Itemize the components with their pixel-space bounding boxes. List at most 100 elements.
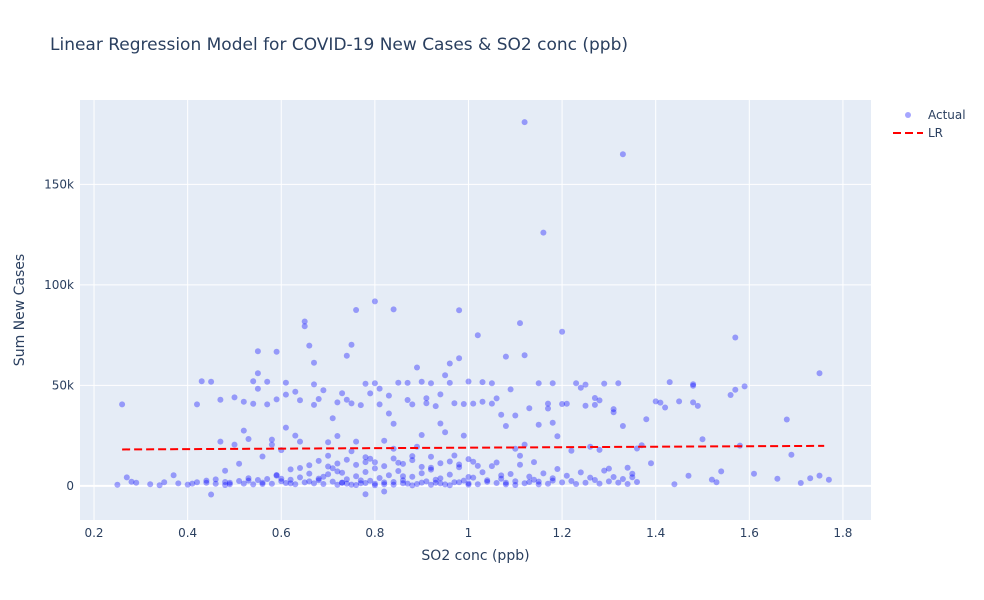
scatter-point <box>400 480 406 487</box>
scatter-point <box>273 396 280 403</box>
scatter-point <box>531 459 537 466</box>
scatter-point <box>488 380 495 387</box>
scatter-point <box>404 379 411 386</box>
x-axis-title: SO2 conc (ppb) <box>421 548 529 564</box>
scatter-point <box>119 401 126 408</box>
legend-item-lr[interactable]: LR <box>893 126 943 140</box>
scatter-point <box>343 396 350 403</box>
scatter-point <box>484 478 491 485</box>
scatter-point <box>311 359 317 366</box>
scatter-point <box>428 453 434 460</box>
scatter-point <box>315 477 322 484</box>
scatter-point <box>437 420 444 427</box>
scatter-point <box>502 481 509 488</box>
scatter-point <box>376 385 383 392</box>
scatter-point <box>348 448 355 455</box>
scatter-point <box>339 479 346 486</box>
scatter-point <box>807 475 814 482</box>
scatter-point <box>559 479 566 486</box>
scatter-point <box>334 481 341 488</box>
scatter-point <box>474 481 481 488</box>
scatter-point <box>381 437 388 444</box>
x-tick-label: 0.4 <box>178 526 197 540</box>
scatter-point <box>666 379 673 386</box>
scatter-point <box>339 479 346 486</box>
scatter-point <box>315 475 322 482</box>
scatter-point <box>563 472 570 479</box>
scatter-point <box>226 481 233 488</box>
scatter-point <box>128 478 135 485</box>
scatter-point <box>619 476 626 482</box>
scatter-point <box>418 378 425 385</box>
scatter-point <box>259 481 266 487</box>
scatter-point <box>114 481 121 488</box>
legend-item-actual[interactable]: Actual <box>905 108 966 122</box>
scatter-point <box>605 465 612 472</box>
scatter-point <box>367 455 374 462</box>
scatter-point <box>212 480 219 487</box>
scatter-point <box>591 477 598 483</box>
scatter-point <box>334 433 341 439</box>
scatter-point <box>203 477 210 484</box>
scatter-point <box>222 467 229 474</box>
scatter-point <box>385 472 392 479</box>
scatter-point <box>456 464 463 471</box>
scatter-point <box>418 479 425 486</box>
scatter-point <box>423 395 430 402</box>
scatter-point <box>418 470 425 477</box>
scatter-point <box>222 482 229 488</box>
scatter-point <box>549 477 556 484</box>
scatter-point <box>329 478 336 485</box>
scatter-point <box>526 405 533 412</box>
scatter-point <box>690 399 697 406</box>
scatter-point <box>479 379 486 386</box>
scatter-point <box>343 480 350 487</box>
scatter-point <box>371 465 378 472</box>
scatter-point <box>690 382 697 389</box>
scatter-point <box>517 452 523 459</box>
scatter-point <box>442 481 449 488</box>
scatter-point <box>339 390 346 397</box>
scatter-point <box>287 466 294 473</box>
scatter-point <box>783 416 790 423</box>
scatter-point <box>404 397 411 403</box>
scatter-point <box>643 416 650 423</box>
scatter-point <box>381 479 388 486</box>
scatter-point <box>404 480 411 487</box>
scatter-point <box>297 438 303 445</box>
scatter-point <box>662 404 669 411</box>
scatter-point <box>545 400 551 407</box>
scatter-point <box>774 475 781 482</box>
scatter-point <box>306 462 313 469</box>
scatter-point <box>320 387 327 394</box>
scatter-point <box>311 381 317 388</box>
scatter-point <box>451 400 458 407</box>
scatter-point <box>329 415 336 422</box>
scatter-point <box>254 477 261 483</box>
scatter-point <box>208 491 215 498</box>
scatter-point <box>390 481 397 488</box>
x-tick-label: 0.6 <box>272 526 291 540</box>
legend-label-lr: LR <box>928 126 943 140</box>
scatter-point <box>573 481 580 487</box>
scatter-point <box>348 341 355 348</box>
scatter-point <box>268 441 275 448</box>
scatter-point <box>446 360 453 367</box>
x-tick-label: 1 <box>465 526 473 540</box>
scatter-point <box>161 479 168 486</box>
scatter-point <box>217 438 224 445</box>
scatter-point <box>334 468 341 475</box>
scatter-point <box>301 323 308 330</box>
scatter-point <box>400 473 406 480</box>
scatter-point <box>325 463 332 470</box>
legend-marker-actual <box>905 112 911 118</box>
scatter-point <box>254 385 261 392</box>
scatter-point <box>493 480 500 486</box>
scatter-point <box>240 480 247 487</box>
scatter-point <box>521 441 528 448</box>
scatter-point <box>474 332 481 339</box>
scatter-point <box>624 481 631 487</box>
scatter-point <box>554 433 561 440</box>
scatter-point <box>381 463 388 470</box>
